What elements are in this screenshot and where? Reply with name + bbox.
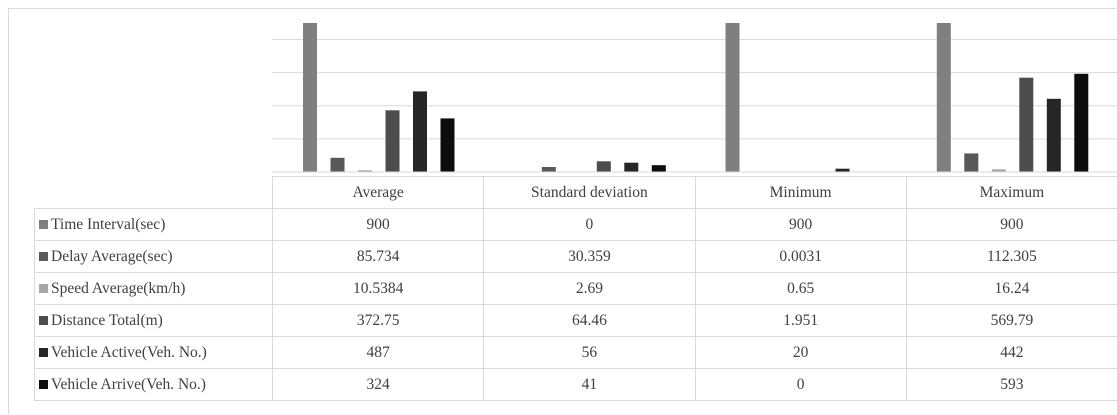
data-label: 900 bbox=[271, 208, 485, 241]
table-row: Time Interval(sec) 900 0 900 900 bbox=[34, 208, 1117, 241]
data-table: Average Standard deviation Minimum Maximum … bbox=[34, 176, 1117, 401]
legend-swatch-icon bbox=[39, 315, 48, 325]
bar bbox=[964, 153, 979, 172]
bars bbox=[303, 23, 1089, 172]
bar bbox=[596, 161, 611, 172]
bar bbox=[385, 110, 400, 172]
bar bbox=[541, 167, 556, 172]
bar bbox=[725, 23, 740, 172]
category-label: Minimum bbox=[694, 176, 907, 209]
data-label: 30.359 bbox=[483, 240, 696, 273]
data-label: 56 bbox=[483, 336, 696, 369]
table-row: Delay Average(sec) 85.734 30.359 0.0031 112.… bbox=[34, 240, 1117, 273]
table-row: Vehicle Arrive(Veh. No.) 324 41 0 593 bbox=[34, 368, 1117, 401]
data-label: 20 bbox=[694, 336, 907, 369]
data-label: 442 bbox=[905, 336, 1117, 369]
data-label: 372.75 bbox=[271, 304, 485, 337]
bar bbox=[651, 165, 666, 172]
category-label: Standard deviation bbox=[483, 176, 696, 209]
legend-swatch-icon bbox=[39, 219, 48, 229]
legend-entry: Vehicle Active(Veh. No.) bbox=[34, 336, 273, 369]
data-label: 900 bbox=[905, 208, 1117, 241]
gridlines bbox=[272, 39, 1117, 140]
data-label: 16.24 bbox=[905, 272, 1117, 305]
table-body: Time Interval(sec) 900 0 900 900 Delay Averag… bbox=[34, 208, 1117, 401]
data-label: 1.951 bbox=[694, 304, 907, 337]
data-label: 324 bbox=[271, 368, 485, 401]
table-row: Vehicle Active(Veh. No.) 487 56 20 442 bbox=[34, 336, 1117, 369]
category-label: Maximum bbox=[905, 176, 1117, 209]
legend-entry: Delay Average(sec) bbox=[34, 240, 273, 273]
series-name: Delay Average(sec) bbox=[51, 247, 173, 265]
data-label: 41 bbox=[483, 368, 696, 401]
data-label: 0 bbox=[483, 208, 696, 241]
category-header-row: Average Standard deviation Minimum Maximum bbox=[34, 176, 1117, 209]
data-label: 900 bbox=[694, 208, 907, 241]
category-label: Average bbox=[271, 176, 485, 209]
bar bbox=[624, 162, 639, 172]
bar bbox=[413, 91, 427, 172]
legend-swatch-icon bbox=[39, 379, 48, 389]
bar bbox=[303, 23, 317, 172]
data-label: 487 bbox=[271, 336, 485, 369]
chart-frame bbox=[8, 8, 1116, 414]
series-name: Vehicle Arrive(Veh. No.) bbox=[51, 375, 206, 393]
data-label: 10.5384 bbox=[271, 272, 485, 305]
legend-swatch-icon bbox=[39, 347, 48, 357]
data-label: 0.65 bbox=[694, 272, 907, 305]
data-label: 569.79 bbox=[905, 304, 1117, 337]
series-name: Distance Total(m) bbox=[51, 311, 163, 329]
bar bbox=[330, 157, 345, 172]
series-name: Vehicle Active(Veh. No.) bbox=[51, 343, 207, 361]
bar bbox=[1019, 77, 1034, 172]
series-name: Speed Average(km/h) bbox=[51, 279, 186, 297]
data-label: 0.0031 bbox=[694, 240, 907, 273]
data-label: 2.69 bbox=[483, 272, 696, 305]
legend-swatch-icon bbox=[39, 251, 48, 261]
plot-area bbox=[272, 23, 1117, 173]
legend-entry: Vehicle Arrive(Veh. No.) bbox=[34, 368, 273, 401]
bar bbox=[1074, 73, 1089, 172]
legend-swatch-icon bbox=[39, 283, 48, 293]
legend-entry: Time Interval(sec) bbox=[34, 208, 273, 241]
data-label: 85.734 bbox=[271, 240, 485, 273]
data-label: 112.305 bbox=[905, 240, 1117, 273]
data-label: 0 bbox=[694, 368, 907, 401]
series-name: Time Interval(sec) bbox=[51, 215, 166, 233]
bar bbox=[440, 118, 455, 172]
legend-entry: Distance Total(m) bbox=[34, 304, 273, 337]
data-label: 64.46 bbox=[483, 304, 696, 337]
bar bbox=[1046, 98, 1061, 172]
table-row: Speed Average(km/h) 10.5384 2.69 0.65 16.24 bbox=[34, 272, 1117, 305]
bar bbox=[936, 23, 951, 172]
data-label: 593 bbox=[905, 368, 1117, 401]
bar bbox=[358, 170, 372, 172]
bar bbox=[835, 168, 850, 172]
table-corner bbox=[34, 176, 273, 209]
bar bbox=[991, 169, 1006, 172]
legend-entry: Speed Average(km/h) bbox=[34, 272, 273, 305]
table-row: Distance Total(m) 372.75 64.46 1.951 569.79 bbox=[34, 304, 1117, 337]
